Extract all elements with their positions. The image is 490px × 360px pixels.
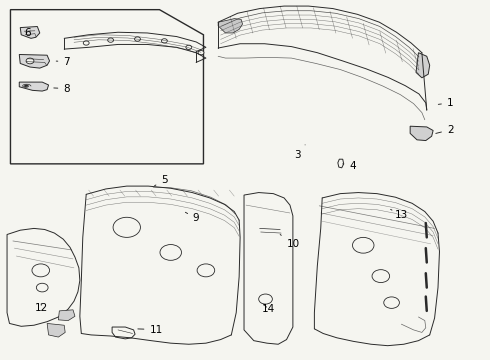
Polygon shape xyxy=(58,310,75,320)
Circle shape xyxy=(160,244,181,260)
Text: 7: 7 xyxy=(56,57,70,67)
Circle shape xyxy=(161,39,167,43)
Text: 5: 5 xyxy=(154,175,168,186)
Text: 9: 9 xyxy=(185,212,199,223)
Polygon shape xyxy=(244,193,293,344)
Polygon shape xyxy=(338,159,343,168)
Circle shape xyxy=(113,217,141,237)
Text: 14: 14 xyxy=(262,304,275,314)
Text: 1: 1 xyxy=(439,98,454,108)
Polygon shape xyxy=(112,327,135,339)
Circle shape xyxy=(108,38,114,42)
Circle shape xyxy=(135,37,141,41)
Circle shape xyxy=(384,297,399,309)
Polygon shape xyxy=(416,53,430,78)
Polygon shape xyxy=(218,19,243,33)
Circle shape xyxy=(198,50,204,55)
Circle shape xyxy=(197,264,215,277)
Circle shape xyxy=(32,264,49,277)
Text: 12: 12 xyxy=(35,303,48,313)
Circle shape xyxy=(36,283,48,292)
Polygon shape xyxy=(20,27,40,39)
Circle shape xyxy=(186,45,192,49)
Polygon shape xyxy=(19,82,49,91)
Polygon shape xyxy=(254,220,285,241)
Circle shape xyxy=(83,41,89,45)
Circle shape xyxy=(352,237,374,253)
Text: 6: 6 xyxy=(24,28,31,38)
Polygon shape xyxy=(410,126,433,140)
Circle shape xyxy=(372,270,390,283)
Polygon shape xyxy=(10,10,203,164)
Text: 8: 8 xyxy=(54,84,70,94)
Circle shape xyxy=(259,294,272,304)
Text: 4: 4 xyxy=(343,161,356,171)
Polygon shape xyxy=(19,54,49,68)
Text: 2: 2 xyxy=(436,125,454,135)
Text: 10: 10 xyxy=(280,234,299,249)
Text: 3: 3 xyxy=(294,145,305,160)
Circle shape xyxy=(26,58,34,64)
Text: 11: 11 xyxy=(138,325,163,334)
Polygon shape xyxy=(7,228,80,326)
Polygon shape xyxy=(47,323,65,337)
Text: 13: 13 xyxy=(391,210,408,220)
